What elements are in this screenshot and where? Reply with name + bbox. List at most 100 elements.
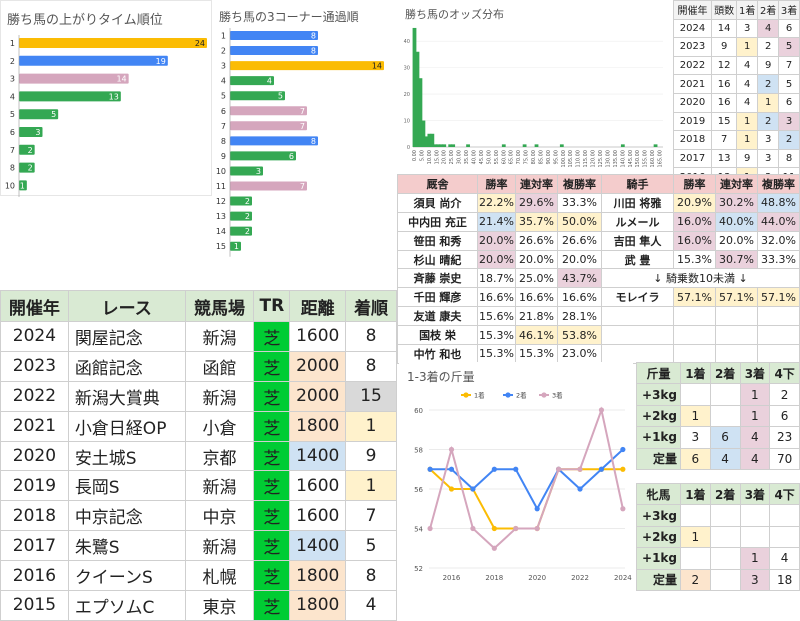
bar <box>19 91 121 102</box>
table-cell: 2 <box>680 568 711 591</box>
data-point <box>598 466 605 472</box>
table-cell: 20.0% <box>477 230 516 251</box>
table-cell: 8 <box>345 560 397 592</box>
bar <box>230 181 307 191</box>
table-cell: 15.6% <box>477 306 516 327</box>
data-point <box>427 466 433 472</box>
tick-label: 100.00 <box>561 150 567 168</box>
table-cell: 2017 <box>673 148 712 169</box>
tick-label: 2018 <box>485 574 503 582</box>
table-cell: 笹田 和秀 <box>397 230 478 251</box>
tick-label: 2 <box>221 47 226 56</box>
table-row: 斉藤 崇史 18.7% 25.0% 43.7% ↓ 騎乗数10未満 ↓ <box>397 268 800 289</box>
bar <box>19 162 35 173</box>
col-header: 距離 <box>289 290 347 322</box>
col-header: 厩舎 <box>397 174 478 194</box>
tick-label: 0.00 <box>412 150 418 161</box>
table-row: 中内田 充正 21.4% 35.7% 50.0% ルメール 16.0% 40.0% 44.0% <box>397 211 800 232</box>
tick-label: 70.00 <box>516 150 522 164</box>
stable-jockey-stats-table: 厩舎 勝率 連対率 複勝率 騎手 勝率 連対率 複勝率 須貝 尚介 22.2% 29… <box>397 174 800 364</box>
table-row: +3kg 1 2 <box>636 383 800 406</box>
table-row: 定量 6 4 4 70 <box>636 447 800 470</box>
table-row: 2024 14 3 4 6 <box>673 18 800 39</box>
bar <box>230 211 252 221</box>
tick-label: 120.00 <box>591 150 597 168</box>
bar <box>230 61 384 71</box>
bar <box>19 109 59 120</box>
table-cell: 2016 <box>0 560 69 592</box>
table-cell: 9 <box>736 148 759 169</box>
data-label: 2 <box>28 146 33 155</box>
col-header: 着順 <box>345 290 397 322</box>
tick-label: 7 <box>10 146 15 155</box>
table-cell: 28.1% <box>557 306 602 327</box>
table-cell: 小倉 <box>184 410 255 442</box>
table-cell <box>673 344 716 364</box>
col-header: 1着 <box>680 361 711 385</box>
table-cell: 57.1% <box>673 287 716 308</box>
table-cell: 2024 <box>673 18 712 39</box>
table-cell: 22.2% <box>477 192 516 213</box>
tick-label: 8 <box>10 164 15 173</box>
table-cell: 定量 <box>636 447 681 470</box>
bar <box>19 144 35 155</box>
table-cell: 新潟大賞典 <box>67 380 186 412</box>
data-point <box>470 525 476 532</box>
table-cell: 15 <box>345 380 397 412</box>
data-label: 2 <box>245 212 250 221</box>
tick-label: 1 <box>221 32 226 41</box>
col-header: 2着 <box>757 0 780 20</box>
table-cell: 吉田 隼人 <box>601 230 674 251</box>
table-cell: 16 <box>710 92 738 113</box>
table-cell: 国枝 栄 <box>397 325 478 346</box>
table-cell: 7 <box>778 55 800 76</box>
table-row: 2015 エプソムC 東京芝 1800 4 <box>0 590 397 621</box>
table-row: +3kg <box>636 504 800 527</box>
tick-label: 135.00 <box>613 150 619 168</box>
chart-title: 勝ち馬の上がりタイム順位 <box>7 13 163 28</box>
table-cell: 20.0% <box>557 249 602 270</box>
table-cell: 芝 <box>253 321 291 352</box>
tick-label: 140.00 <box>620 150 626 168</box>
col-header: 勝率 <box>477 174 516 194</box>
tick-label: 105.00 <box>568 150 574 168</box>
table-cell <box>715 344 758 364</box>
table-cell: 29.6% <box>515 192 558 213</box>
table-cell: 15.3% <box>515 344 558 364</box>
table-cell: 4 <box>769 547 800 570</box>
table-cell: 2023 <box>673 37 712 57</box>
table-cell <box>709 568 741 591</box>
bar <box>230 46 318 56</box>
data-label: 2 <box>245 227 250 236</box>
table-cell: 46.1% <box>515 325 558 346</box>
table-cell: クイーンS <box>67 560 186 592</box>
tick-label: 150.00 <box>635 150 641 168</box>
table-cell: 2020 <box>673 92 712 113</box>
tick-label: 14 <box>216 227 226 236</box>
tick-label: 60 <box>414 407 423 415</box>
data-label: 2 <box>245 197 250 206</box>
table-cell: 1 <box>345 470 397 502</box>
col-header: 複勝率 <box>557 174 602 194</box>
table-cell: +3kg <box>636 504 681 527</box>
table-cell: 3 <box>757 130 780 150</box>
data-label: 2 <box>28 164 33 173</box>
col-header: 4下 <box>769 361 800 385</box>
data-point <box>577 466 583 472</box>
table-cell: 4 <box>709 447 741 470</box>
table-cell <box>739 504 771 527</box>
tick-label: 52 <box>414 565 423 573</box>
table-cell: 1600 <box>289 500 347 532</box>
table-cell: 57.1% <box>715 287 758 308</box>
table-cell: 2018 <box>0 500 69 532</box>
table-row: 国枝 栄 15.3% 46.1% 53.8% <box>397 325 800 346</box>
tick-label: 2022 <box>571 574 589 582</box>
table-cell: 2 <box>757 37 780 57</box>
tick-label: 3 <box>10 75 15 84</box>
table-row: 2018 7 1 3 2 <box>673 130 800 150</box>
table-cell <box>601 344 674 364</box>
tick-label: 50.00 <box>486 150 492 164</box>
data-label: 14 <box>116 75 126 84</box>
table-cell: 23 <box>769 426 800 449</box>
table-cell: 2020 <box>0 440 69 472</box>
